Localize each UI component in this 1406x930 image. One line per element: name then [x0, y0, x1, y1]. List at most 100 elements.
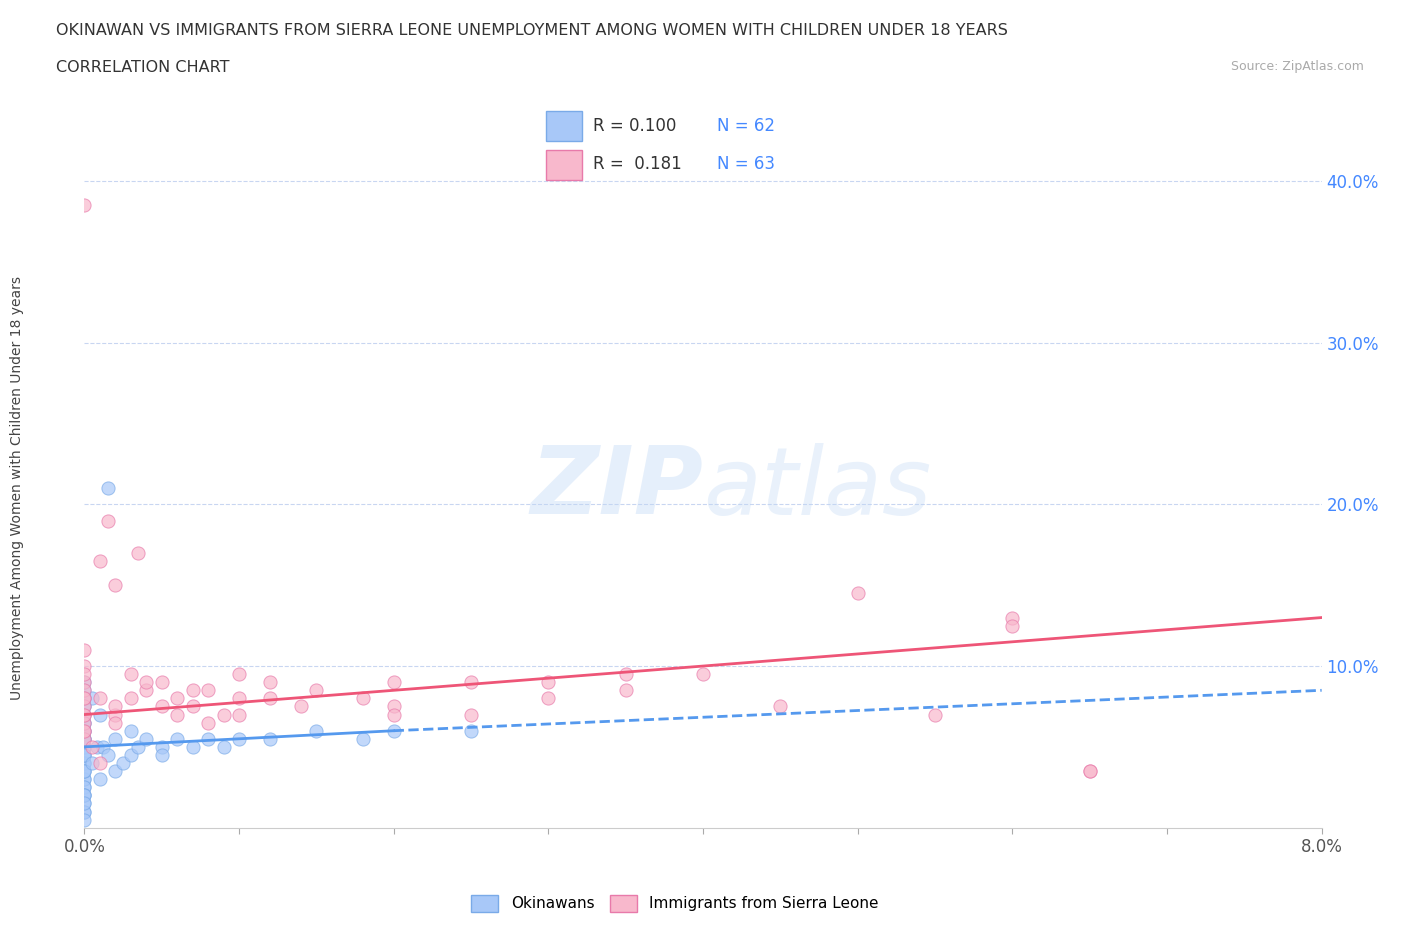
Point — [181, 699, 204, 714]
Point — [112, 755, 135, 770]
Point — [104, 578, 127, 592]
Point — [73, 804, 96, 819]
Text: N = 63: N = 63 — [717, 155, 775, 173]
Point — [73, 675, 96, 690]
Point — [228, 667, 250, 682]
Point — [1078, 764, 1101, 778]
Point — [924, 707, 946, 722]
Point — [73, 715, 96, 730]
Point — [73, 731, 96, 746]
Point — [73, 731, 96, 746]
Point — [89, 691, 111, 706]
Point — [73, 764, 96, 778]
Point — [73, 755, 96, 770]
Point — [91, 739, 114, 754]
FancyBboxPatch shape — [546, 112, 582, 141]
Point — [73, 683, 96, 698]
Point — [104, 731, 127, 746]
Point — [73, 796, 96, 811]
Point — [846, 586, 869, 601]
Point — [228, 691, 250, 706]
Point — [120, 724, 142, 738]
Point — [382, 707, 405, 722]
Point — [73, 691, 96, 706]
Point — [73, 715, 96, 730]
Text: N = 62: N = 62 — [717, 117, 775, 135]
Point — [259, 731, 281, 746]
Point — [460, 724, 482, 738]
Point — [150, 739, 173, 754]
Point — [73, 748, 96, 763]
Text: atlas: atlas — [703, 443, 931, 534]
Point — [128, 546, 150, 561]
Point — [73, 699, 96, 714]
Point — [73, 683, 96, 698]
Text: R =  0.181: R = 0.181 — [593, 155, 682, 173]
Point — [73, 772, 96, 787]
Point — [135, 683, 157, 698]
Point — [1078, 764, 1101, 778]
Point — [73, 667, 96, 682]
Point — [181, 739, 204, 754]
Point — [73, 724, 96, 738]
Point — [82, 739, 104, 754]
Text: ZIP: ZIP — [530, 443, 703, 534]
Text: OKINAWAN VS IMMIGRANTS FROM SIERRA LEONE UNEMPLOYMENT AMONG WOMEN WITH CHILDREN : OKINAWAN VS IMMIGRANTS FROM SIERRA LEONE… — [56, 23, 1008, 38]
Point — [537, 675, 560, 690]
Point — [96, 513, 120, 528]
Point — [73, 780, 96, 795]
Point — [73, 764, 96, 778]
Point — [73, 675, 96, 690]
Point — [96, 748, 120, 763]
Point — [73, 707, 96, 722]
Point — [692, 667, 714, 682]
Point — [614, 667, 637, 682]
Point — [73, 724, 96, 738]
Text: Source: ZipAtlas.com: Source: ZipAtlas.com — [1230, 60, 1364, 73]
Point — [73, 707, 96, 722]
Point — [352, 691, 374, 706]
Point — [166, 691, 188, 706]
Point — [197, 731, 219, 746]
Point — [382, 699, 405, 714]
Point — [73, 788, 96, 803]
Point — [259, 691, 281, 706]
FancyBboxPatch shape — [546, 150, 582, 180]
Point — [259, 675, 281, 690]
Point — [228, 707, 250, 722]
Point — [104, 699, 127, 714]
Point — [120, 691, 142, 706]
Point — [1001, 618, 1024, 633]
Point — [197, 715, 219, 730]
Point — [73, 691, 96, 706]
Point — [104, 707, 127, 722]
Point — [89, 553, 111, 568]
Point — [352, 731, 374, 746]
Point — [769, 699, 792, 714]
Point — [73, 748, 96, 763]
Legend: Okinawans, Immigrants from Sierra Leone: Okinawans, Immigrants from Sierra Leone — [465, 889, 884, 918]
Point — [82, 691, 104, 706]
Point — [73, 739, 96, 754]
Text: CORRELATION CHART: CORRELATION CHART — [56, 60, 229, 75]
Point — [73, 198, 96, 213]
Point — [120, 667, 142, 682]
Point — [181, 683, 204, 698]
Point — [73, 772, 96, 787]
Point — [460, 675, 482, 690]
Point — [135, 731, 157, 746]
Text: Unemployment Among Women with Children Under 18 years: Unemployment Among Women with Children U… — [10, 276, 24, 700]
Point — [614, 683, 637, 698]
Point — [166, 707, 188, 722]
Point — [73, 804, 96, 819]
Point — [382, 724, 405, 738]
Point — [150, 675, 173, 690]
Point — [1001, 610, 1024, 625]
Point — [104, 715, 127, 730]
Point — [82, 755, 104, 770]
Point — [73, 731, 96, 746]
Point — [86, 739, 108, 754]
Point — [89, 707, 111, 722]
Text: R = 0.100: R = 0.100 — [593, 117, 676, 135]
Point — [212, 739, 235, 754]
